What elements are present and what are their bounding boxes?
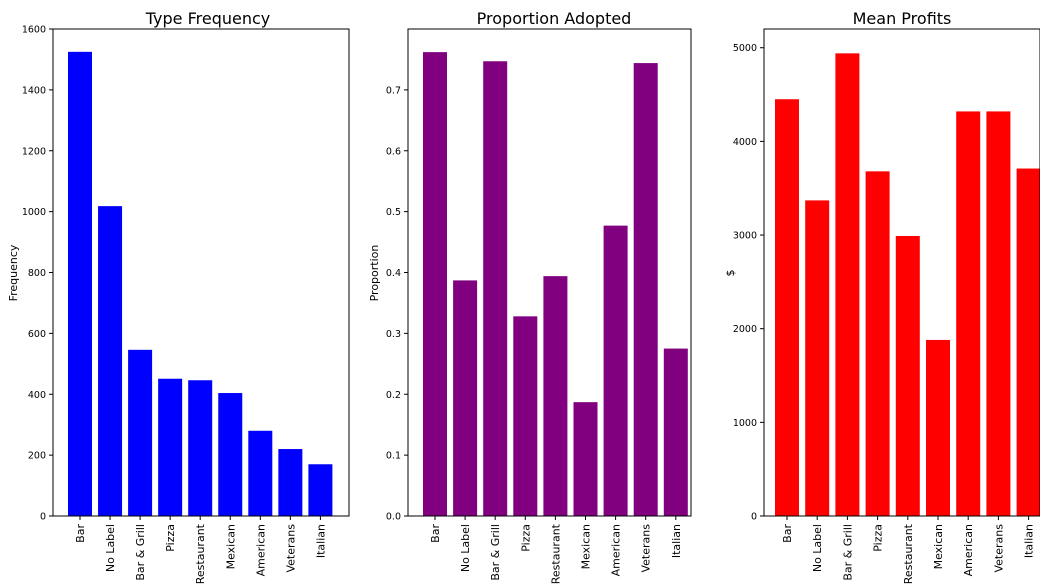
y-tick-label: 0.4 <box>386 268 401 279</box>
y-tick-label: 1000 <box>733 418 757 429</box>
x-tick-label-pizza: Pizza <box>519 524 532 552</box>
x-tick-label-italian: Italian <box>314 524 327 558</box>
y-tick-label: 3000 <box>733 231 757 242</box>
bar-american <box>603 225 628 516</box>
bar-mexican <box>573 402 598 516</box>
x-tick-label-pizza: Pizza <box>872 524 885 552</box>
x-tick-label-italian: Italian <box>1023 524 1036 558</box>
y-tick-label: 0.6 <box>386 146 401 157</box>
y-tick-label: 200 <box>28 451 46 462</box>
x-tick-label-no-label: No Label <box>459 524 472 572</box>
bar-veterans <box>986 111 1011 517</box>
x-tick-label-bar: Bar <box>74 524 87 543</box>
bar-veterans <box>633 63 658 517</box>
x-tick-label-mexican: Mexican <box>224 524 237 569</box>
x-tick-label-bar: Bar <box>781 524 794 543</box>
chart-title: Mean Profits <box>853 9 952 28</box>
x-tick-label-bar-grill: Bar & Grill <box>489 524 502 581</box>
y-axis-ticks: 0 200 400 600 800 1000 1200 1400 1600 <box>22 25 53 523</box>
y-tick-label: 1600 <box>22 25 46 36</box>
bar-american <box>956 111 981 517</box>
bar-italian <box>1016 168 1040 517</box>
bars <box>68 51 333 516</box>
bar-italian <box>308 464 333 516</box>
bar-bar <box>775 99 799 517</box>
y-tick-label: 5000 <box>733 43 757 54</box>
y-tick-label: 4000 <box>733 137 757 148</box>
bar-veterans <box>278 449 303 516</box>
y-axis-ticks: 0 1000 2000 3000 4000 5000 <box>733 43 764 523</box>
x-axis-ticks: Bar No Label Bar & Grill Pizza Restaurant Mex… <box>74 516 327 584</box>
x-tick-label-restaurant: Restaurant <box>549 523 562 584</box>
bar-bar-grill <box>483 61 508 516</box>
subplot-mean-profits: Mean Profits $ 0 1000 2000 3000 4000 5000 Bar N… <box>724 9 1040 584</box>
x-tick-label-american: American <box>254 524 267 576</box>
y-tick-label: 1400 <box>22 85 46 96</box>
x-tick-label-veterans: Veterans <box>284 524 297 573</box>
bar-mexican <box>926 339 950 516</box>
x-tick-label-restaurant: Restaurant <box>194 523 207 584</box>
x-tick-label-pizza: Pizza <box>164 524 177 552</box>
x-tick-label-american: American <box>610 524 623 576</box>
x-tick-label-bar-grill: Bar & Grill <box>841 524 854 581</box>
bars <box>775 53 1040 517</box>
bar-mexican <box>218 393 243 516</box>
y-tick-label: 1200 <box>22 146 46 157</box>
bars <box>423 52 688 517</box>
bar-pizza <box>865 171 890 516</box>
bar-no-label <box>453 280 478 516</box>
x-tick-label-mexican: Mexican <box>580 524 593 569</box>
x-tick-label-veterans: Veterans <box>640 524 653 573</box>
bar-pizza <box>158 378 183 516</box>
x-tick-label-no-label: No Label <box>104 524 117 572</box>
y-tick-label: 0 <box>40 512 46 523</box>
bar-bar-grill <box>835 53 860 516</box>
y-tick-label: 1000 <box>22 207 46 218</box>
y-tick-label: 0.2 <box>386 390 401 401</box>
bar-restaurant <box>188 380 213 516</box>
y-axis-ticks: 0.0 0.1 0.2 0.3 0.4 0.5 0.6 0.7 <box>386 85 408 523</box>
bar-bar <box>423 52 447 516</box>
y-tick-label: 0.3 <box>386 329 401 340</box>
x-tick-label-no-label: No Label <box>811 524 824 572</box>
x-axis-ticks: Bar No Label Bar & Grill Pizza Restaurant Mex… <box>781 516 1036 584</box>
y-tick-label: 0.1 <box>386 451 401 462</box>
y-tick-label: 0.0 <box>386 512 401 523</box>
y-tick-label: 400 <box>28 390 46 401</box>
x-tick-label-bar: Bar <box>429 524 442 543</box>
x-tick-label-american: American <box>962 524 975 576</box>
y-tick-label: 800 <box>28 268 46 279</box>
y-tick-label: 0.7 <box>386 85 401 96</box>
bar-bar <box>68 51 92 516</box>
x-tick-label-mexican: Mexican <box>932 524 945 569</box>
y-tick-label: 600 <box>28 329 46 340</box>
y-tick-label: 0 <box>751 512 757 523</box>
x-tick-label-veterans: Veterans <box>992 524 1005 573</box>
bar-restaurant <box>895 235 920 517</box>
x-tick-label-italian: Italian <box>670 524 683 558</box>
x-axis-ticks: Bar No Label Bar & Grill Pizza Restaurant Mex… <box>429 516 683 584</box>
bar-restaurant <box>543 276 568 516</box>
y-tick-label: 0.5 <box>386 207 401 218</box>
bar-italian <box>663 348 688 516</box>
subplot-type-frequency: Type Frequency Frequency 0 200 400 600 800 10… <box>7 9 350 584</box>
y-axis-label: Frequency <box>7 244 20 301</box>
subplot-proportion-adopted: Proportion Adopted Proportion 0.00.10.20… <box>368 9 692 584</box>
chart-title: Type Frequency <box>145 9 271 28</box>
y-axis-label: Proportion <box>368 245 381 302</box>
y-tick-label: 2000 <box>733 324 757 335</box>
x-tick-label-restaurant: Restaurant <box>902 523 915 584</box>
axes-frame <box>763 28 1040 517</box>
bar-american <box>248 430 273 516</box>
bar-no-label <box>805 200 830 516</box>
x-tick-label-bar-grill: Bar & Grill <box>134 524 147 581</box>
chart-title: Proportion Adopted <box>477 9 632 28</box>
bar-no-label <box>98 206 123 516</box>
bar-pizza <box>513 316 538 516</box>
y-axis-label: $ <box>724 270 737 277</box>
bar-bar-grill <box>128 349 153 516</box>
